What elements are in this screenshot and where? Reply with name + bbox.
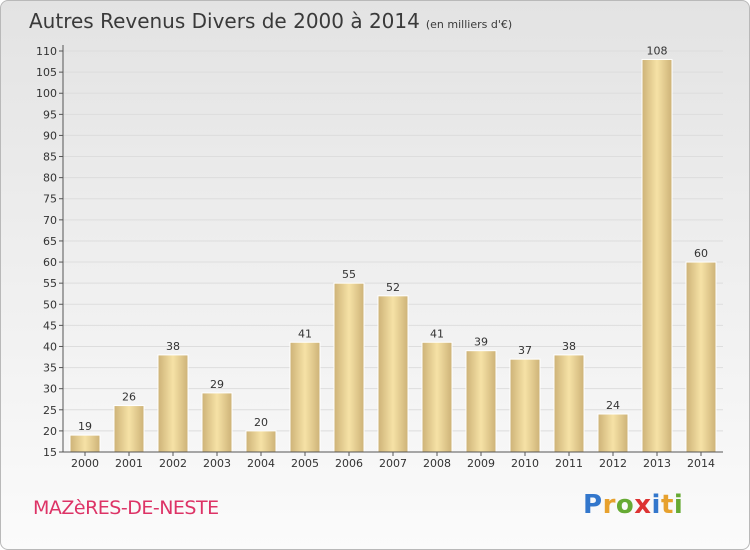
title-unit: (en milliers d'€) [425, 18, 513, 31]
chart-title: Autres Revenus Divers de 2000 à 2014 (en … [29, 9, 512, 33]
bar [289, 341, 321, 453]
x-tick-label: 2000 [71, 457, 99, 470]
logo-letter: o [615, 490, 635, 520]
bar [333, 282, 365, 453]
x-tick-label: 2013 [643, 457, 671, 470]
y-tick-label: 110 [36, 45, 57, 58]
data-label: 38 [562, 340, 576, 353]
bar [421, 341, 453, 453]
bar [69, 434, 101, 453]
data-label: 41 [430, 327, 444, 340]
y-tick-label: 85 [43, 151, 57, 164]
logo-letter: t [660, 490, 674, 520]
y-tick-label: 70 [43, 214, 57, 227]
data-label: 24 [606, 399, 620, 412]
data-label: 29 [210, 378, 224, 391]
bar [465, 350, 497, 453]
y-tick-label: 75 [43, 193, 57, 206]
x-tick-label: 2007 [379, 457, 407, 470]
y-tick-label: 35 [43, 362, 57, 375]
y-tick-label: 45 [43, 319, 57, 332]
y-tick-label: 100 [36, 87, 57, 100]
y-tick-label: 15 [43, 446, 57, 459]
x-tick-label: 2012 [599, 457, 627, 470]
data-label: 60 [694, 247, 708, 260]
bar [685, 261, 717, 453]
logo-letter: i [673, 490, 684, 520]
x-tick-label: 2004 [247, 457, 275, 470]
bar [201, 392, 233, 453]
data-label: 108 [647, 44, 668, 57]
x-tick-label: 2011 [555, 457, 583, 470]
data-label: 26 [122, 391, 136, 404]
x-tick-label: 2006 [335, 457, 363, 470]
data-label: 20 [254, 416, 268, 429]
logo-letter: x [634, 490, 652, 520]
data-label: 52 [386, 281, 400, 294]
x-tick-label: 2008 [423, 457, 451, 470]
x-tick-label: 2014 [687, 457, 715, 470]
data-label: 37 [518, 344, 532, 357]
y-tick-label: 65 [43, 235, 57, 248]
x-tick-label: 2002 [159, 457, 187, 470]
data-label: 41 [298, 327, 312, 340]
logo-letter: P [583, 490, 603, 520]
y-tick-label: 80 [43, 172, 57, 185]
y-tick-label: 55 [43, 277, 57, 290]
bar [245, 430, 277, 453]
title-main: Autres Revenus Divers de 2000 à 2014 [29, 9, 420, 33]
logo-letter: r [602, 490, 616, 520]
bar [597, 413, 629, 453]
proxiti-logo[interactable]: Proxiti [583, 490, 683, 520]
y-tick-label: 20 [43, 425, 57, 438]
y-tick-label: 50 [43, 298, 57, 311]
data-label: 19 [78, 420, 92, 433]
x-tick-label: 2009 [467, 457, 495, 470]
y-tick-label: 105 [36, 66, 57, 79]
bar [509, 358, 541, 453]
bar [553, 354, 585, 453]
x-tick-label: 2010 [511, 457, 539, 470]
bar [641, 58, 673, 453]
y-tick-label: 25 [43, 404, 57, 417]
y-tick-label: 40 [43, 340, 57, 353]
data-label: 55 [342, 268, 356, 281]
bar [377, 295, 409, 453]
y-tick-label: 30 [43, 383, 57, 396]
x-tick-label: 2003 [203, 457, 231, 470]
y-tick-label: 60 [43, 256, 57, 269]
x-tick-label: 2001 [115, 457, 143, 470]
data-label: 39 [474, 336, 488, 349]
bar [113, 405, 145, 453]
bar [157, 354, 189, 453]
commune-name: MAZèRES-DE-NESTE [33, 497, 219, 519]
logo-letter: i [651, 490, 661, 520]
data-label: 38 [166, 340, 180, 353]
y-tick-label: 95 [43, 108, 57, 121]
x-tick-label: 2005 [291, 457, 319, 470]
y-tick-label: 90 [43, 129, 57, 142]
